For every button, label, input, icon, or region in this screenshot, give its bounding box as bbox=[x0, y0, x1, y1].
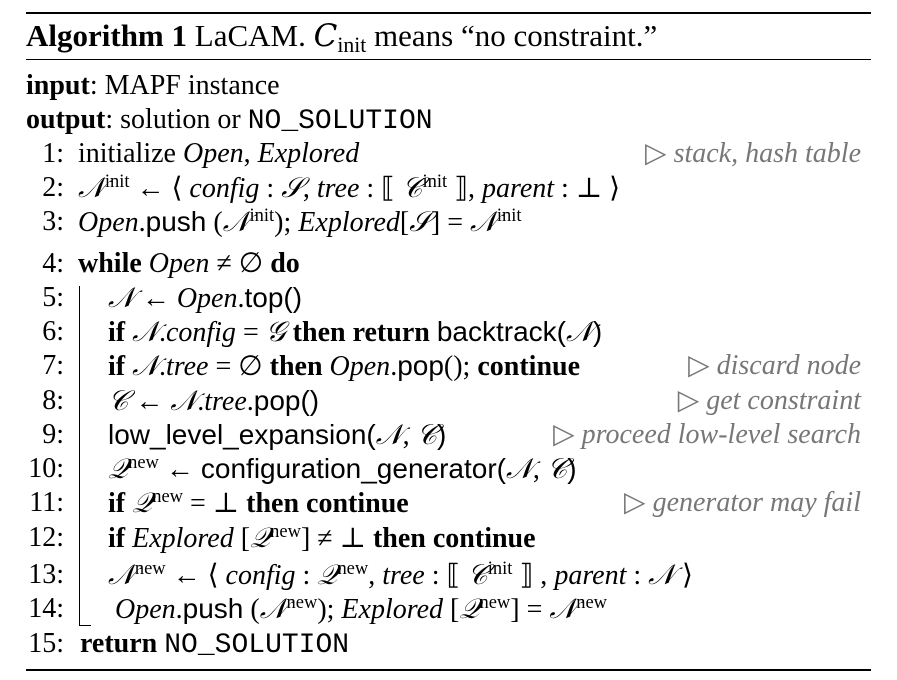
while-block-bar bbox=[79, 286, 80, 626]
algo-line-8: 8: 𝒞 ← 𝒩.tree.pop() ▷ get constraint bbox=[42, 384, 861, 417]
caption-rule bbox=[26, 59, 871, 60]
input-line: input: MAPF instance bbox=[26, 70, 280, 101]
algorithm-caption: Algorithm 1 LaCAM. Cinit means “no const… bbox=[26, 13, 657, 59]
algo-line-10: 10: 𝒬new ← configuration_generator(𝒩, 𝒞) bbox=[28, 451, 577, 485]
algo-line-6: 6: if 𝒩.config = 𝒢 then return backtrack… bbox=[42, 315, 603, 348]
caption-text: means “no constraint.” bbox=[374, 18, 658, 53]
algo-line-2: 2: 𝒩init ← ⟨ config : 𝒮, tree : ⟦ 𝒞init … bbox=[42, 170, 621, 204]
output-line: output: solution or NO_SOLUTION bbox=[26, 104, 433, 137]
c-init-symbol: Cinit bbox=[313, 18, 367, 58]
algo-line-15: 15: return NO_SOLUTION bbox=[28, 628, 350, 661]
algo-line-9: 9: low_level_expansion(𝒩, 𝒞) ▷ proceed l… bbox=[42, 418, 861, 451]
algo-line-5: 5: 𝒩 ← Open.top() bbox=[42, 281, 303, 314]
algo-line-13: 13: 𝒩new ← ⟨ config : 𝒬new, tree : ⟦ 𝒞in… bbox=[28, 557, 693, 591]
algo-line-12: 12: if Explored [𝒬new] ≠ ⊥ then continue bbox=[28, 520, 536, 554]
bottom-rule bbox=[26, 669, 871, 671]
algo-line-11: 11: if 𝒬new = ⊥ then continue ▷ generato… bbox=[29, 485, 861, 519]
algorithm-label: Algorithm 1 bbox=[26, 18, 188, 53]
algo-line-14: 14: Open.push (𝒩new); Explored [𝒬new] = … bbox=[28, 591, 607, 625]
algo-line-3: 3: Open.push (𝒩init); Explored[𝒮] = 𝒩ini… bbox=[42, 204, 522, 238]
while-block-end bbox=[79, 625, 91, 626]
top-rule bbox=[26, 12, 871, 14]
algo-line-7: 7: if 𝒩.tree = ∅ then Open.pop(); contin… bbox=[42, 349, 861, 382]
algo-line-1: 1: initialize Open, Explored ▷ stack, ha… bbox=[42, 138, 861, 169]
algorithm-title: LaCAM. bbox=[194, 18, 306, 53]
algo-line-4: 4: while Open ≠ ∅ do bbox=[42, 248, 300, 279]
